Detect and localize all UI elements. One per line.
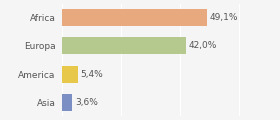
Text: 3,6%: 3,6% xyxy=(75,98,98,107)
Bar xyxy=(62,66,78,83)
Bar xyxy=(62,9,207,26)
Text: 42,0%: 42,0% xyxy=(189,41,217,50)
Text: 49,1%: 49,1% xyxy=(210,13,238,22)
Text: 5,4%: 5,4% xyxy=(81,70,103,79)
Bar xyxy=(62,37,186,54)
Bar xyxy=(62,94,72,111)
